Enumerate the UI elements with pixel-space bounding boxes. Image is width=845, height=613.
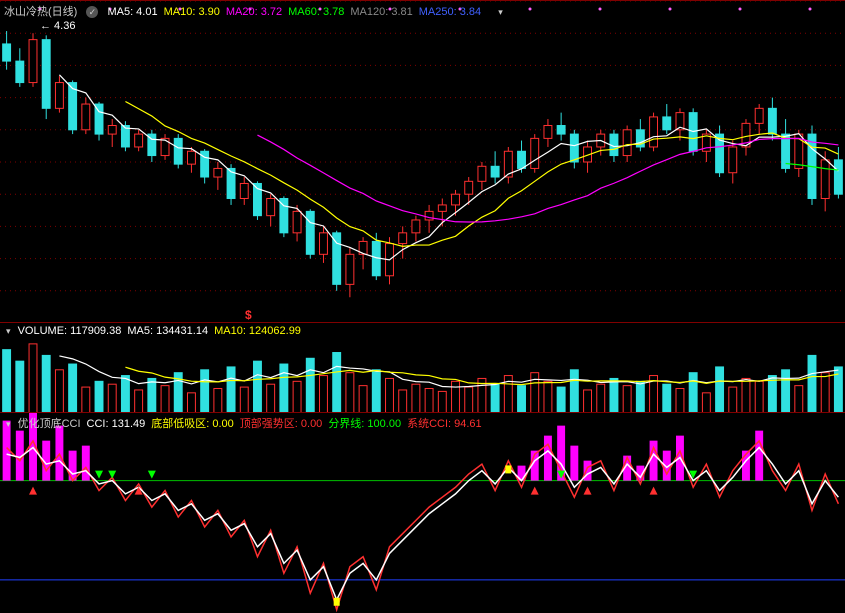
chevron-down-icon[interactable]: ▾ bbox=[498, 7, 503, 18]
price-chart-panel[interactable]: 冰山冷热(日线) ✓ MA5: 4.01 MA10: 3.90 MA20: 3.72… bbox=[0, 0, 845, 322]
indicator-label: MA10: 3.90 bbox=[164, 6, 220, 18]
indicator-label: 系统CCI: 94.61 bbox=[407, 418, 482, 430]
price-chart-svg[interactable]: ← 4.36 $ bbox=[0, 1, 845, 323]
volume-chart-panel[interactable]: ▾ VOLUME: 117909.38 MA5: 134431.14 MA10: 1… bbox=[0, 322, 845, 412]
indicator-label: 分界线: 100.00 bbox=[328, 418, 401, 430]
indicator-label: 顶部强势区: 0.00 bbox=[240, 418, 323, 430]
cci-panel-header: ▾ 优化顶底CCI CCI: 131.49 底部低吸区: 0.00 顶部强势区: 0.… bbox=[4, 415, 494, 431]
chevron-down-icon[interactable]: ▾ bbox=[6, 326, 11, 337]
volume-panel-header: ▾ VOLUME: 117909.38 MA5: 134431.14 MA10: 1… bbox=[4, 325, 313, 337]
stock-title: 冰山冷热(日线) bbox=[4, 6, 77, 18]
svg-text:← 4.36: ← 4.36 bbox=[40, 20, 75, 32]
indicator-label: 底部低吸区: 0.00 bbox=[151, 418, 234, 430]
chevron-down-icon[interactable]: ▾ bbox=[6, 419, 11, 430]
indicator-label: MA120: 3.81 bbox=[350, 6, 412, 18]
cci-chart-svg[interactable] bbox=[0, 413, 845, 613]
indicator-label: MA250: 3.84 bbox=[419, 6, 481, 18]
indicator-label: MA20: 3.72 bbox=[226, 6, 282, 18]
indicator-label: MA5: 134431.14 bbox=[127, 325, 208, 337]
check-icon: ✓ bbox=[86, 6, 98, 18]
indicator-label: 优化顶底CCI bbox=[18, 418, 81, 430]
indicator-label: MA60: 3.78 bbox=[288, 6, 344, 18]
indicator-label: CCI: 131.49 bbox=[87, 418, 146, 430]
cci-chart-panel[interactable]: ▾ 优化顶底CCI CCI: 131.49 底部低吸区: 0.00 顶部强势区: 0.… bbox=[0, 412, 845, 612]
indicator-label: MA5: 4.01 bbox=[107, 6, 157, 18]
svg-text:$: $ bbox=[245, 308, 252, 322]
indicator-label: VOLUME: 117909.38 bbox=[18, 325, 122, 337]
indicator-label: MA10: 124062.99 bbox=[214, 325, 301, 337]
price-panel-header: 冰山冷热(日线) ✓ MA5: 4.01 MA10: 3.90 MA20: 3.72… bbox=[4, 3, 509, 19]
